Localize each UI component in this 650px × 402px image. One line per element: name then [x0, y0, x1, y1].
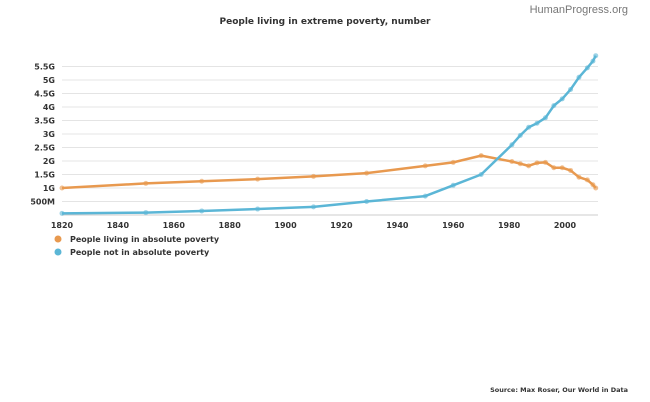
- data-point: [584, 177, 590, 183]
- y-tick-label: 3.5G: [34, 117, 55, 126]
- y-tick-label: 500M: [30, 198, 55, 207]
- data-point: [59, 185, 65, 191]
- data-point: [542, 115, 548, 121]
- y-tick-label: 2G: [43, 157, 55, 166]
- data-point: [526, 124, 532, 130]
- data-point: [143, 180, 149, 186]
- data-point: [509, 159, 515, 165]
- data-point: [255, 176, 261, 182]
- data-point: [559, 96, 565, 102]
- data-point: [576, 174, 582, 180]
- y-tick-label: 4G: [43, 103, 55, 112]
- data-point: [517, 132, 523, 138]
- x-tick-label: 1960: [442, 221, 465, 230]
- x-tick-label: 1880: [219, 221, 242, 230]
- data-point: [559, 165, 565, 171]
- chart-title: People living in extreme poverty, number: [219, 17, 431, 27]
- legend-swatch: [54, 235, 62, 243]
- y-tick-label: 4.5G: [34, 90, 55, 99]
- data-point: [526, 163, 532, 169]
- data-point: [59, 210, 65, 216]
- data-point: [255, 206, 261, 212]
- data-point: [551, 103, 557, 109]
- data-point: [364, 199, 370, 204]
- data-point: [590, 182, 596, 188]
- data-point: [576, 74, 582, 80]
- data-point: [478, 153, 484, 159]
- data-point: [450, 159, 456, 165]
- x-tick-label: 2000: [554, 221, 577, 230]
- x-tick-label: 1820: [51, 221, 74, 230]
- data-point: [584, 65, 590, 71]
- data-point: [593, 53, 599, 59]
- data-point: [568, 86, 574, 92]
- series-line: [61, 55, 597, 215]
- legend-label: People not in absolute poverty: [70, 248, 210, 257]
- data-point: [143, 210, 149, 216]
- data-point: [311, 204, 316, 210]
- legend-label: People living in absolute poverty: [70, 235, 220, 244]
- x-tick-label: 1840: [107, 221, 130, 230]
- data-point: [517, 161, 523, 167]
- data-point: [590, 58, 596, 64]
- y-tick-label: 1G: [43, 184, 55, 193]
- legend-swatch: [54, 248, 62, 256]
- data-point: [509, 142, 515, 148]
- data-point: [551, 165, 557, 171]
- data-point: [542, 159, 548, 165]
- data-point: [422, 193, 428, 199]
- y-tick-label: 5.5G: [34, 63, 55, 72]
- y-tick-label: 2.5G: [34, 144, 55, 153]
- x-tick-label: 1940: [386, 221, 409, 230]
- data-point: [199, 208, 205, 214]
- data-point: [593, 185, 599, 191]
- data-point: [534, 160, 540, 166]
- x-tick-label: 1920: [330, 221, 353, 230]
- y-tick-label: 3G: [43, 130, 55, 139]
- series-line: [61, 154, 597, 190]
- x-tick-label: 1980: [498, 221, 521, 230]
- y-tick-label: 1.5G: [34, 171, 55, 180]
- data-point: [568, 167, 574, 173]
- data-point: [364, 170, 370, 176]
- y-tick-label: 5G: [43, 76, 55, 85]
- data-point: [311, 173, 316, 179]
- x-tick-label: 1900: [274, 221, 297, 230]
- x-tick-label: 1860: [163, 221, 186, 230]
- data-point: [450, 182, 456, 188]
- source-note: Source: Max Roser, Our World in Data: [490, 386, 628, 394]
- brand-watermark: HumanProgress.org: [529, 4, 628, 16]
- data-point: [534, 120, 540, 126]
- data-point: [199, 178, 205, 184]
- data-point: [422, 163, 428, 169]
- data-point: [478, 172, 484, 177]
